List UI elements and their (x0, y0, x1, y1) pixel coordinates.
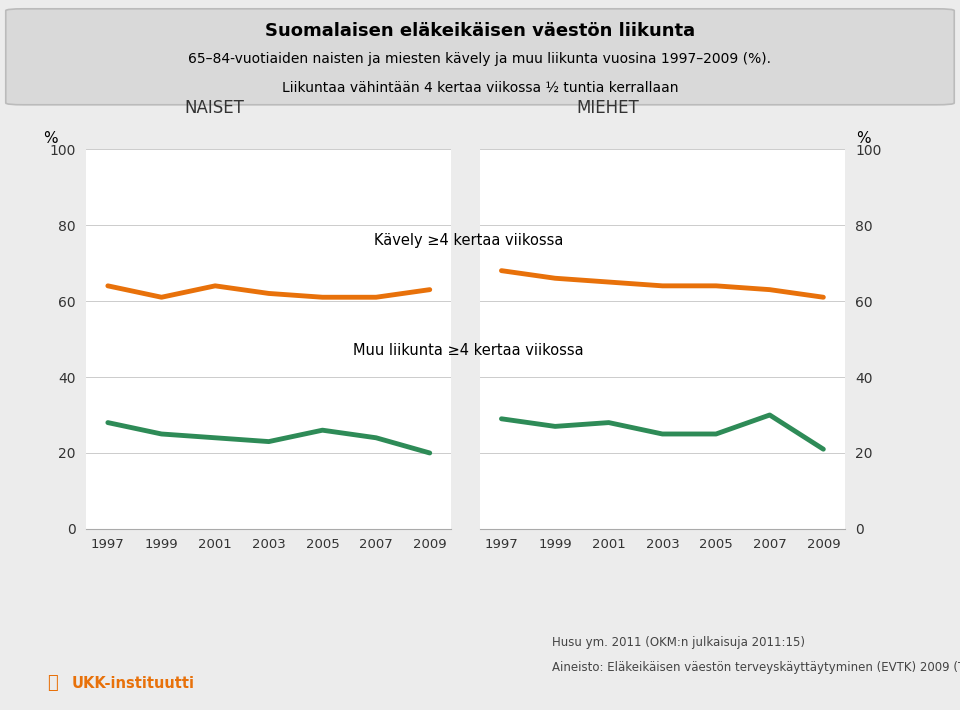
Text: %: % (43, 131, 58, 146)
Text: Husu ym. 2011 (OKM:n julkaisuja 2011:15): Husu ym. 2011 (OKM:n julkaisuja 2011:15) (552, 636, 805, 649)
Text: UKK-instituutti: UKK-instituutti (72, 675, 195, 691)
Text: Liikuntaa vähintään 4 kertaa viikossa ½ tuntia kerrallaan: Liikuntaa vähintään 4 kertaa viikossa ½ … (281, 81, 679, 95)
Text: Suomalaisen eläkeikäisen väestön liikunta: Suomalaisen eläkeikäisen väestön liikunt… (265, 22, 695, 40)
Text: MIEHET: MIEHET (576, 99, 639, 117)
Text: %: % (856, 131, 871, 146)
Text: NAISET: NAISET (184, 99, 244, 117)
Text: Kävely ≥4 kertaa viikossa: Kävely ≥4 kertaa viikossa (373, 233, 564, 248)
Text: ⓘ: ⓘ (47, 674, 59, 692)
FancyBboxPatch shape (6, 9, 954, 105)
Text: Aineisto: Eläkeikäisen väestön terveyskäyttäytyminen (EVTK) 2009 (THL): Aineisto: Eläkeikäisen väestön terveyskä… (552, 661, 960, 674)
Text: 65–84-vuotiaiden naisten ja miesten kävely ja muu liikunta vuosina 1997–2009 (%): 65–84-vuotiaiden naisten ja miesten käve… (188, 52, 772, 65)
Text: Muu liikunta ≥4 kertaa viikossa: Muu liikunta ≥4 kertaa viikossa (353, 343, 584, 358)
